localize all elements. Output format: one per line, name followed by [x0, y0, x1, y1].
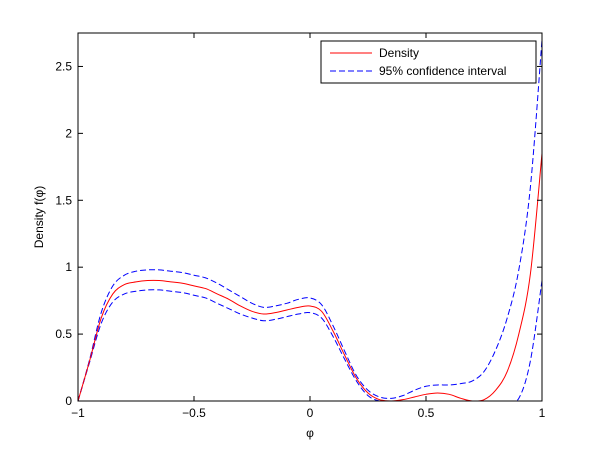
x-tick-label: 0.5 — [418, 406, 435, 420]
y-axis-label: Density f(φ) — [32, 186, 46, 248]
x-tick-label: −0.5 — [182, 406, 206, 420]
legend: Density 95% confidence interval — [320, 40, 537, 84]
y-axis: 0 0.5 1 1.5 2 2.5 — [55, 59, 542, 408]
series-ci-lower-line — [78, 280, 542, 401]
plot-area — [78, 33, 542, 401]
x-axis-label: φ — [306, 426, 314, 440]
x-tick-label: 0 — [307, 406, 314, 420]
y-tick-label: 0.5 — [55, 327, 72, 341]
y-tick-label: 1.5 — [55, 193, 72, 207]
y-tick-label: 2 — [65, 126, 72, 140]
series-ci-upper-line — [78, 39, 542, 401]
y-tick-label: 2.5 — [55, 59, 72, 73]
legend-label-ci: 95% confidence interval — [379, 64, 506, 78]
legend-label-density: Density — [379, 46, 419, 60]
legend-box — [320, 40, 537, 84]
x-tick-label: 1 — [539, 406, 546, 420]
x-axis: −1 −0.5 0 0.5 1 — [71, 33, 546, 420]
x-tick-label: −1 — [71, 406, 85, 420]
y-tick-label: 0 — [65, 394, 72, 408]
y-tick-label: 1 — [65, 260, 72, 274]
